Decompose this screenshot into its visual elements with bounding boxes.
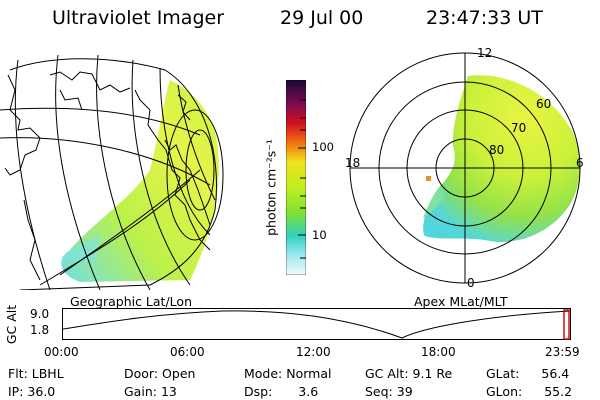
info-glon: GLon: 55.2 bbox=[486, 384, 572, 399]
mlat-label-60: 60 bbox=[536, 97, 552, 111]
mlt-label-6: 6 bbox=[576, 156, 584, 170]
aurora-region bbox=[61, 80, 219, 282]
info-flt: Flt: LBHL bbox=[8, 366, 64, 381]
timeline-ylabel: GC Alt bbox=[4, 304, 20, 345]
dsp-value: 3.6 bbox=[298, 384, 319, 399]
flt-label: Flt: bbox=[8, 366, 28, 381]
info-gain: Gain: 13 bbox=[124, 384, 177, 399]
timeline-ytick-bottom: 1.8 bbox=[30, 323, 50, 337]
door-label: Door: bbox=[124, 366, 159, 381]
timeline-xtick-1800: 18:00 bbox=[421, 345, 456, 359]
info-seq: Seq: 39 bbox=[365, 384, 413, 399]
timeline-altitude-curve bbox=[62, 310, 571, 339]
aurora-fringe bbox=[60, 235, 100, 262]
mode-label: Mode: bbox=[244, 366, 283, 381]
timeline-current-marker bbox=[563, 309, 570, 340]
colorbar-tick-10: 10 bbox=[312, 228, 327, 242]
polar-plot bbox=[349, 52, 581, 284]
mlat-label-80: 80 bbox=[489, 143, 505, 157]
glon-value: 55.2 bbox=[544, 384, 573, 399]
geographic-image bbox=[0, 54, 224, 290]
header-date: 29 Jul 00 bbox=[280, 7, 364, 29]
colorbar-unit-label: photon cm⁻²s⁻¹ bbox=[263, 139, 279, 236]
info-dsp: Dsp: 3.6 bbox=[244, 384, 318, 399]
ip-value: 36.0 bbox=[27, 384, 56, 399]
timeline-xtick-1200: 12:00 bbox=[296, 345, 331, 359]
door-value: Open bbox=[162, 366, 196, 381]
mlt-label-12: 12 bbox=[477, 46, 493, 60]
info-glat: GLat: 56.4 bbox=[486, 366, 569, 381]
info-door: Door: Open bbox=[124, 366, 195, 381]
mlat-label-70: 70 bbox=[511, 121, 527, 135]
polar-aurora-region bbox=[423, 75, 580, 242]
info-ip: IP: 36.0 bbox=[8, 384, 55, 399]
timeline-xtick-2359: 23:59 bbox=[545, 345, 580, 359]
seq-value: 39 bbox=[396, 384, 413, 399]
header-time: 23:47:33 UT bbox=[426, 7, 543, 29]
colorbar-tick-100: 100 bbox=[312, 140, 334, 154]
info-gcalt: GC Alt: 9.1 Re bbox=[365, 366, 452, 381]
timeline-ytick-top: 9.0 bbox=[30, 307, 50, 321]
flt-value: LBHL bbox=[31, 366, 64, 381]
app-title: Ultraviolet Imager bbox=[52, 7, 225, 29]
gain-value: 13 bbox=[160, 384, 177, 399]
mlt-label-18: 18 bbox=[345, 156, 361, 170]
gain-label: Gain: bbox=[124, 384, 157, 399]
glat-label: GLat: bbox=[486, 366, 520, 381]
ip-label: IP: bbox=[8, 384, 24, 399]
glat-value: 56.4 bbox=[541, 366, 570, 381]
dsp-label: Dsp: bbox=[244, 384, 273, 399]
mode-value: Normal bbox=[286, 366, 332, 381]
timeline-plot bbox=[62, 308, 571, 340]
info-mode: Mode: Normal bbox=[244, 366, 332, 381]
mlt-label-0: 0 bbox=[467, 276, 475, 290]
glon-label: GLon: bbox=[486, 384, 523, 399]
polar-caption: Apex MLat/MLT bbox=[414, 294, 508, 309]
timeline-xtick-0600: 06:00 bbox=[170, 345, 205, 359]
color-bar bbox=[286, 80, 306, 275]
gcalt-label: GC Alt: bbox=[365, 366, 409, 381]
gcalt-value: 9.1 Re bbox=[412, 366, 453, 381]
geographic-caption: Geographic Lat/Lon bbox=[70, 294, 192, 309]
seq-label: Seq: bbox=[365, 384, 393, 399]
timeline-xtick-0000: 00:00 bbox=[44, 345, 79, 359]
